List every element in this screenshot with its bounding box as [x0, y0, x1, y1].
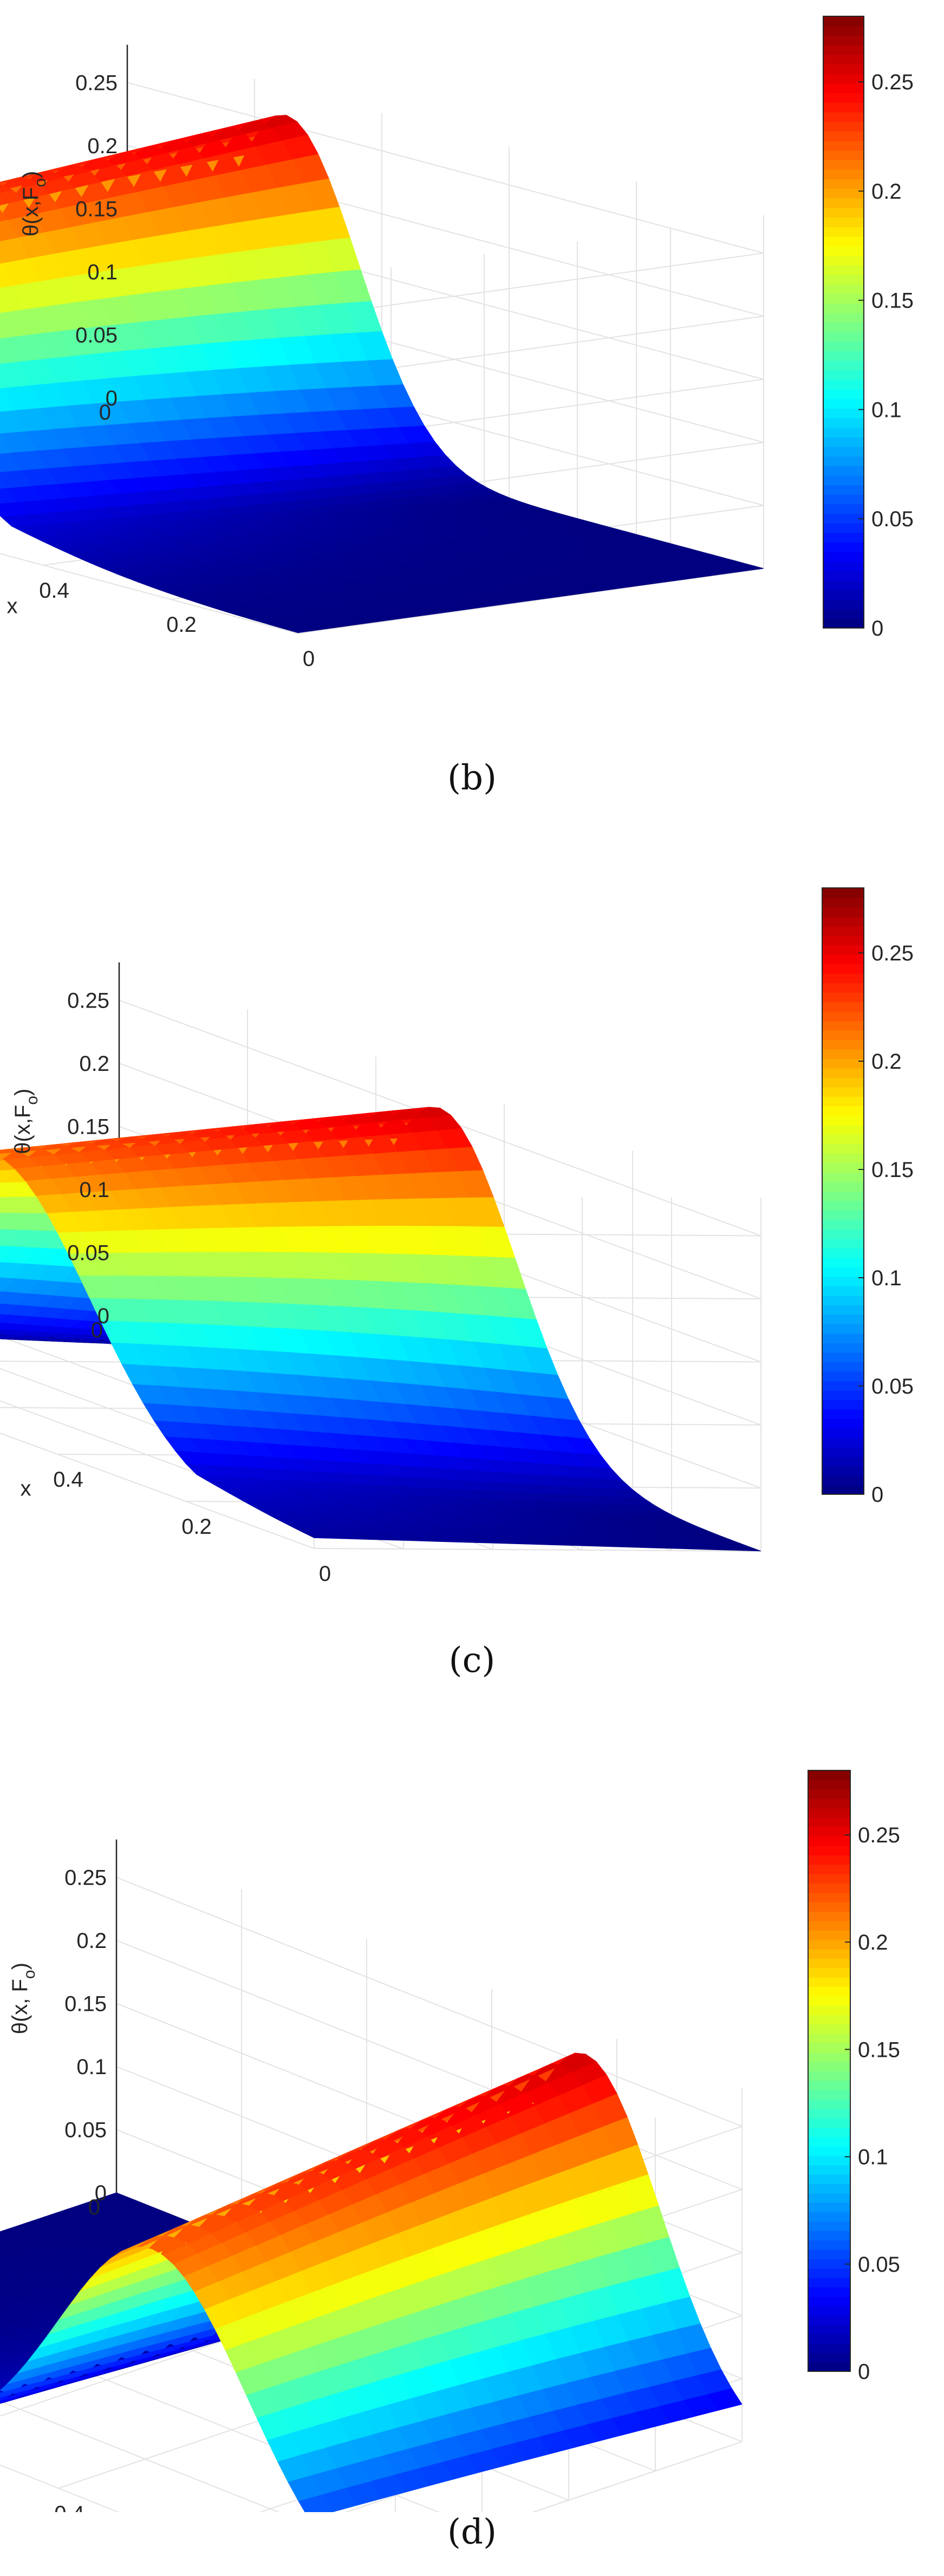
panel-caption: (c) [448, 1640, 496, 1681]
plot-svg: 00.050.10.150.20.2500.020.0410.80.60.40.… [0, 1770, 900, 2512]
x-axis-label: x [23, 2509, 34, 2512]
colorbar-tick-label: 0.2 [871, 180, 902, 204]
colorbar-tick-label: 0.15 [871, 1158, 914, 1182]
z-tick-label: 0.05 [64, 2119, 107, 2142]
z-tick-label: 0.2 [76, 1929, 107, 1953]
colorbar-tick-label: 0.2 [871, 1050, 902, 1074]
colorbar-tick-label: 0.05 [871, 1375, 914, 1398]
colorbar-tick-label: 0.1 [871, 398, 902, 422]
colorbar: 0 0.05 0.1 0.15 0.2 0.25 [822, 887, 914, 1507]
panel-caption: (d) [447, 2512, 497, 2552]
x-axis-label: x [7, 594, 18, 618]
panel-caption: (b) [447, 758, 497, 798]
fo-tick-label: 0 [91, 1318, 103, 1342]
colorbar-tick-label: 0.15 [858, 2038, 900, 2062]
z-axis-label: θ(x,Fo) [19, 171, 49, 237]
surface [0, 115, 764, 633]
x-tick-label: 0.4 [54, 2502, 84, 2512]
colorbar: 0 0.05 0.1 0.15 0.2 0.25 [823, 16, 914, 640]
colorbar-tick-label: 0 [858, 2360, 870, 2384]
z-tick-label: 0.25 [67, 989, 109, 1013]
x-tick-label: 0 [319, 1562, 331, 1586]
colorbar-tick-label: 0.25 [871, 70, 914, 94]
z-tick-label: 0.15 [67, 1115, 109, 1139]
z-tick-label: 0.05 [67, 1241, 109, 1265]
surface-plot-3: 00.050.10.150.20.2500.020.0410.80.60.40.… [0, 1754, 944, 2512]
x-tick-label: 0.2 [181, 1515, 212, 1539]
z-tick-label: 0.25 [75, 71, 118, 95]
z-tick-label: 0.05 [75, 324, 118, 348]
x-tick-label: 0.4 [39, 579, 69, 603]
plot-svg: 00.050.10.150.20.2500.020.0410.80.60.40.… [0, 16, 914, 671]
z-tick-label: 0.15 [75, 198, 118, 221]
colorbar-tick-label: 0.15 [871, 289, 914, 313]
fo-tick-label: 0 [99, 401, 111, 424]
x-tick-label: 0.2 [166, 613, 197, 637]
surface-plot-1: 00.050.10.150.20.2500.020.0410.80.60.40.… [0, 0, 944, 758]
x-tick-label: 0.4 [53, 1468, 83, 1492]
colorbar-tick-label: 0.2 [858, 1931, 888, 1954]
z-tick-label: 0 [95, 2181, 107, 2205]
surface [0, 1107, 761, 1552]
z-tick-label: 0.15 [64, 1992, 107, 2016]
fo-tick-label: 0 [88, 2195, 100, 2219]
z-tick-label: 0 [97, 1304, 109, 1328]
colorbar-tick-label: 0.1 [871, 1266, 902, 1290]
colorbar-tick-label: 0.1 [858, 2146, 888, 2169]
z-axis-label: θ(x, Fo) [8, 1963, 38, 2034]
colorbar: 0 0.05 0.1 0.15 0.2 0.25 [808, 1770, 900, 2384]
z-tick-label: 0 [106, 387, 118, 410]
colorbar-tick-label: 0.25 [871, 942, 914, 965]
colorbar-tick-label: 0.25 [858, 1823, 900, 1847]
z-tick-label: 0.2 [87, 134, 118, 158]
z-tick-label: 0.1 [87, 260, 118, 284]
x-tick-label: 0 [303, 647, 315, 671]
z-axis-label: θ(x,Fo) [11, 1089, 41, 1154]
colorbar-tick-label: 0.05 [871, 507, 914, 531]
x-axis-label: x [21, 1477, 31, 1501]
plot-svg: 00.050.10.150.20.2500.020.0410.80.60.40.… [0, 887, 914, 1586]
colorbar-tick-label: 0 [871, 1483, 883, 1507]
surface-plot-2: 00.050.10.150.20.2500.020.0410.80.60.40.… [0, 877, 944, 1635]
colorbar-tick-label: 0 [871, 617, 883, 640]
surface [0, 2052, 743, 2512]
z-tick-label: 0.1 [79, 1178, 109, 1202]
z-tick-label: 0.1 [76, 2055, 107, 2079]
z-tick-label: 0.25 [64, 1866, 107, 1890]
z-tick-label: 0.2 [79, 1052, 109, 1076]
colorbar-tick-label: 0.05 [858, 2253, 900, 2277]
